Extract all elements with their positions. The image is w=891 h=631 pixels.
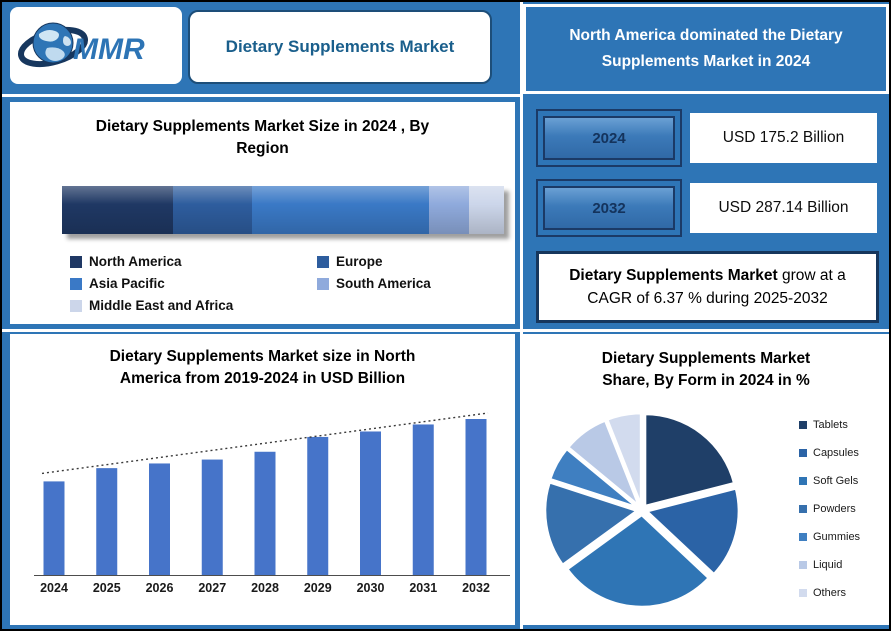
pie-swatch-liquid — [799, 561, 807, 569]
legend-item-europe: Europe — [317, 254, 502, 269]
pie-legend-item-powders: Powders — [799, 503, 860, 515]
cagr-statement: Dietary Supplements Market grow at a CAG… — [536, 251, 879, 323]
region-stacked-bar — [62, 186, 504, 234]
dominance-banner-text: North America dominated the Dietary Supp… — [569, 26, 843, 70]
pie-legend-item-liquid: Liquid — [799, 559, 860, 571]
bar-2026 — [149, 463, 170, 575]
pie-chart-svg — [543, 411, 741, 609]
legend-label-south-america: South America — [336, 276, 431, 291]
bar-2027 — [201, 459, 223, 575]
year-badge-2032: 2032 — [543, 186, 675, 230]
na-chart-panel: Dietary Supplements Market size in North… — [10, 334, 515, 625]
region-segment-south-america — [428, 186, 469, 234]
pie-legend-item-soft-gels: Soft Gels — [799, 475, 860, 487]
year-frame-2024: 2024 — [536, 109, 682, 167]
pie-slice-soft-gels — [566, 513, 711, 609]
pie-chart-panel: Dietary Supplements Market Share, By For… — [523, 334, 889, 625]
bar-2025 — [96, 468, 118, 575]
pie-legend-item-tablets: Tablets — [799, 419, 860, 431]
legend-item-north-america: North America — [70, 254, 317, 269]
divider-horizontal-middle — [2, 329, 889, 332]
pie-legend-item-others: Others — [799, 587, 860, 599]
bar-2030 — [360, 431, 381, 575]
pie-slice-tablets — [643, 412, 736, 508]
pie-slice-others — [605, 411, 643, 507]
legend-item-middle-east-africa: Middle East and Africa — [70, 298, 317, 313]
x-tick-2028: 2028 — [251, 581, 279, 595]
bar-2028 — [254, 451, 276, 575]
region-chart-panel: Dietary Supplements Market Size in 2024 … — [10, 102, 515, 324]
x-tick-2029: 2029 — [304, 581, 332, 595]
region-segment-north-america — [62, 186, 173, 234]
region-legend: North America Europe Asia Pacific South … — [70, 254, 502, 313]
pie-swatch-soft-gels — [799, 477, 807, 485]
legend-label-middle-east-africa: Middle East and Africa — [89, 298, 234, 313]
report-title-panel: Dietary Supplements Market — [188, 10, 492, 84]
bar-2029 — [307, 436, 329, 575]
legend-swatch-north-america — [70, 255, 82, 268]
pie-label-gummies: Gummies — [813, 531, 861, 543]
legend-swatch-europe — [317, 255, 329, 268]
x-tick-2025: 2025 — [93, 581, 121, 595]
cagr-market-name: Dietary Supplements Market — [569, 266, 778, 284]
x-tick-2032: 2032 — [462, 581, 490, 595]
x-tick-2027: 2027 — [198, 581, 226, 595]
pie-label-tablets: Tablets — [813, 419, 848, 431]
legend-label-asia-pacific: Asia Pacific — [89, 276, 165, 291]
report-title: Dietary Supplements Market — [225, 37, 455, 56]
x-tick-2026: 2026 — [146, 581, 174, 595]
region-segment-europe — [172, 186, 253, 234]
pie-slice-gummies — [548, 447, 639, 509]
pie-swatch-powders — [799, 505, 807, 513]
na-bar-chart-svg: 2024 2025 2026 2027 2028 2029 2030 2031 2032 — [34, 412, 510, 595]
value-2024: USD 175.2 Billion — [690, 113, 877, 163]
year-frame-2032: 2032 — [536, 179, 682, 237]
pie-legend-item-gummies: Gummies — [799, 531, 860, 543]
legend-item-asia-pacific: Asia Pacific — [70, 276, 317, 291]
bar-2032 — [465, 419, 487, 575]
na-chart-title: Dietary Supplements Market size in North… — [109, 348, 416, 387]
pie-chart-title: Dietary Supplements Market Share, By For… — [601, 350, 811, 389]
bar-2024 — [43, 481, 65, 575]
legend-item-south-america: South America — [317, 276, 502, 291]
pie-label-capsules: Capsules — [813, 447, 859, 459]
pie-label-powders: Powders — [813, 503, 856, 515]
divider-vertical — [520, 2, 523, 629]
pie-slice-liquid — [566, 419, 641, 508]
cagr-text: grow at a CAGR of 6.37 % during 2025-203… — [587, 266, 846, 307]
legend-swatch-middle-east-africa — [70, 299, 82, 312]
pie-swatch-tablets — [799, 421, 807, 429]
divider-horizontal-header — [2, 94, 523, 97]
region-chart-title: Dietary Supplements Market Size in 2024 … — [95, 118, 430, 158]
pie-legend-item-capsules: Capsules — [799, 447, 860, 459]
pie-swatch-gummies — [799, 533, 807, 541]
legend-swatch-south-america — [317, 277, 329, 290]
x-tick-2024: 2024 — [40, 581, 68, 595]
logo-text: MMR — [73, 33, 145, 66]
pie-label-others: Others — [813, 587, 847, 599]
value-2032: USD 287.14 Billion — [690, 183, 877, 233]
trendline — [41, 412, 489, 475]
pie-slice-powders — [543, 481, 639, 567]
dominance-banner: North America dominated the Dietary Supp… — [523, 4, 889, 94]
pie-swatch-capsules — [799, 449, 807, 457]
x-tick-2031: 2031 — [409, 581, 437, 595]
bar-2031 — [412, 424, 434, 575]
pie-swatch-others — [799, 589, 807, 597]
year-badge-2024: 2024 — [543, 116, 675, 160]
mmr-logo-icon: MMR — [18, 22, 145, 67]
legend-swatch-asia-pacific — [70, 277, 82, 290]
pie-slice-capsules — [645, 487, 741, 576]
legend-label-europe: Europe — [336, 254, 383, 269]
region-segment-asia-pacific — [252, 186, 429, 234]
region-segment-middle-east-and-africa — [468, 186, 504, 234]
logo-panel: MMR — [10, 7, 182, 84]
pie-legend: Tablets Capsules Soft Gels Powders Gummi… — [799, 419, 860, 615]
x-tick-2030: 2030 — [357, 581, 385, 595]
pie-label-liquid: Liquid — [813, 559, 843, 571]
legend-label-north-america: North America — [89, 254, 182, 269]
pie-label-soft-gels: Soft Gels — [813, 475, 859, 487]
